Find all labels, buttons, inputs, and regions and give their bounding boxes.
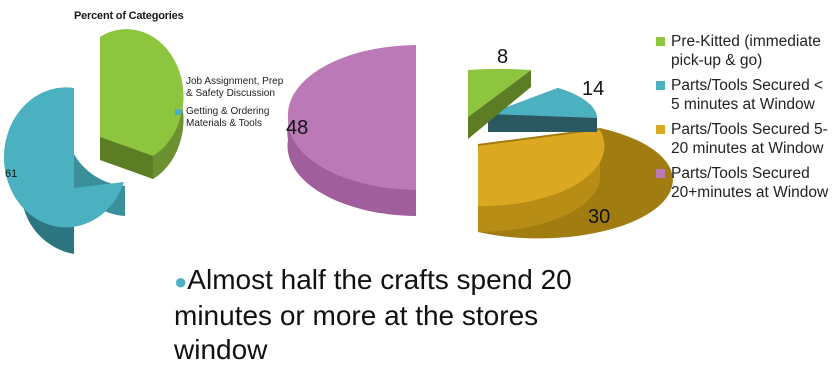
legend-label: Parts/Tools Secured 5-20 minutes at Wind… <box>671 121 828 157</box>
legend-label: Parts/Tools Secured < 5 minutes at Windo… <box>671 77 824 113</box>
legend-swatch <box>656 37 665 46</box>
legend-swatch <box>656 81 665 90</box>
data-label-under-5: 14 <box>582 78 605 100</box>
right-legend: Pre-Kitted (immediate pick-up & go) Part… <box>656 32 832 208</box>
left-slice-getting-materials <box>3 87 125 254</box>
legend-label: Pre-Kitted (immediate pick-up & go) <box>671 33 821 69</box>
legend-label: Getting & Ordering Materials & Tools <box>186 106 270 129</box>
left-legend-item: Job Assignment, Prep & Safety Discussion <box>175 76 285 100</box>
right-legend-item: Parts/Tools Secured 5-20 minutes at Wind… <box>656 120 832 158</box>
legend-label: Job Assignment, Prep & Safety Discussion <box>186 76 284 99</box>
left-pie <box>3 29 184 254</box>
legend-swatch <box>656 125 665 134</box>
data-label-pre-kitted: 8 <box>497 46 509 68</box>
slice-over-20 <box>287 45 416 216</box>
data-label-five-to-20: 30 <box>588 206 611 228</box>
left-chart-title: Percent of Categories <box>74 10 184 22</box>
right-pie <box>287 45 673 239</box>
right-legend-item: Pre-Kitted (immediate pick-up & go) <box>656 32 832 70</box>
legend-swatch <box>175 109 181 115</box>
legend-swatch <box>175 79 181 85</box>
bullet-text: Almost half the crafts spend 20 minutes … <box>174 264 572 365</box>
left-slice-job-assignment <box>100 29 184 180</box>
right-legend-item: Parts/Tools Secured < 5 minutes at Windo… <box>656 76 832 114</box>
bullet-dot-icon: ● <box>174 269 188 294</box>
slice-five-to-20 <box>478 128 673 239</box>
slice-under-5 <box>488 88 597 132</box>
left-legend: Job Assignment, Prep & Safety Discussion… <box>175 76 285 136</box>
data-label-over-20: 48 <box>286 117 309 139</box>
left-legend-item: Getting & Ordering Materials & Tools <box>175 106 285 130</box>
legend-swatch <box>656 169 665 178</box>
legend-label: Parts/Tools Secured 20+minutes at Window <box>671 165 829 201</box>
right-legend-item: Parts/Tools Secured 20+minutes at Window <box>656 164 832 202</box>
slice-pre-kitted <box>468 68 531 139</box>
bullet-point: ●Almost half the crafts spend 20 minutes… <box>174 263 614 367</box>
data-label-getting-materials: 61 <box>5 168 18 180</box>
